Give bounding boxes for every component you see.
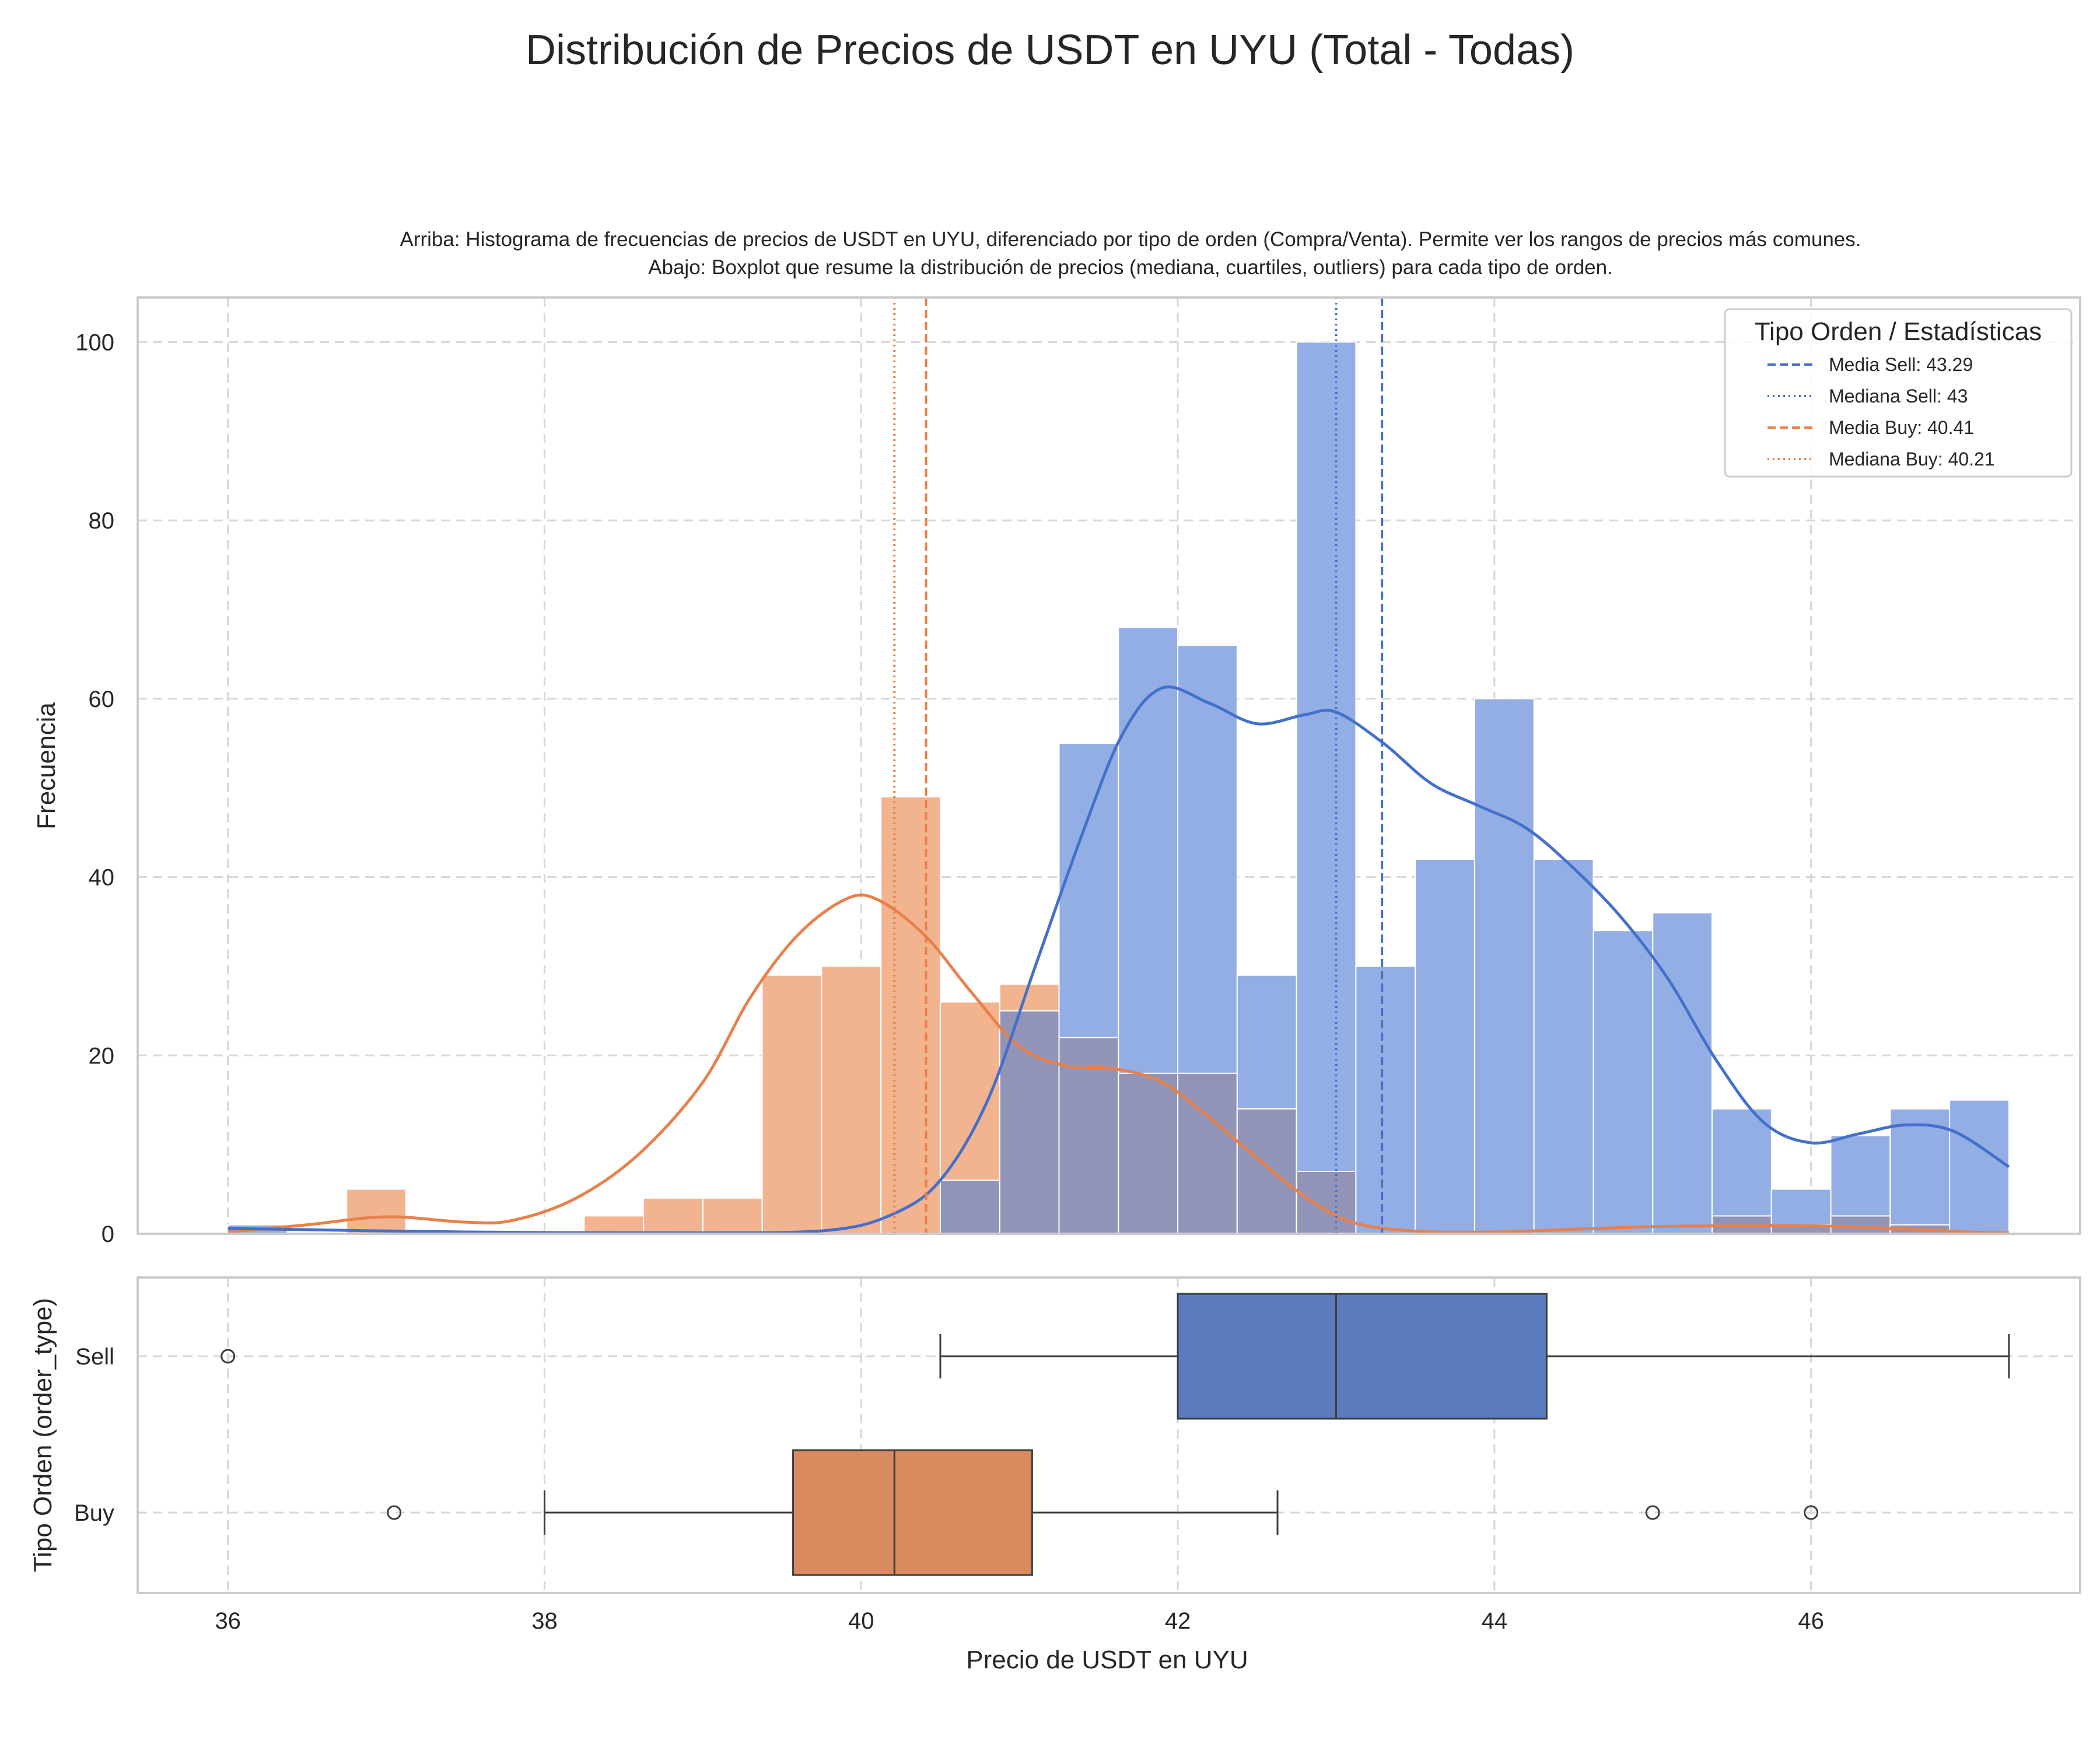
x-tick-label: 42: [1165, 1608, 1191, 1634]
histogram-y-tick-label: 20: [89, 1043, 115, 1069]
histogram-y-tick-label: 0: [102, 1222, 114, 1247]
buy-kde-line: [228, 893, 2009, 1234]
buy-box: [792, 1449, 1033, 1576]
sell-bar: [1474, 698, 1535, 1235]
chart-title: Distribución de Precios de USDT en UYU (…: [526, 27, 1574, 74]
sell-box: [1177, 1293, 1548, 1420]
histogram-y-tick-label: 80: [89, 508, 115, 534]
histogram-y-axis-label: Frecuencia: [32, 702, 61, 830]
buy-bar: [761, 974, 822, 1234]
legend-item-label: Mediana Sell: 43: [1829, 386, 1968, 407]
boxplot-x-ticks: 36 38 40 42 44 46: [215, 1608, 1824, 1634]
buy-outlier: [1804, 1505, 1819, 1520]
sell-bar: [1889, 1108, 1951, 1234]
legend: Tipo Orden / Estadísticas Media Sell: 43…: [1724, 308, 2073, 478]
legend-title: Tipo Orden / Estadísticas: [1755, 317, 2042, 346]
chart-subtitle-line-1: Arriba: Histograma de frecuencias de pre…: [400, 228, 1861, 251]
buy-bar: [583, 1215, 645, 1234]
x-tick-label: 44: [1482, 1608, 1508, 1634]
sell-kde-line: [228, 685, 2010, 1235]
sell-bar: [1712, 1108, 1772, 1234]
x-tick-label: 40: [848, 1608, 874, 1634]
sell-bar: [1415, 859, 1475, 1234]
histogram-frame: [136, 296, 2081, 1235]
buy-bar: [880, 796, 941, 1234]
histogram-kde-lines: [228, 685, 2010, 1235]
overlap-bar: [999, 1010, 1060, 1235]
boxplot-y-axis-label: Tipo Orden (order_type): [29, 1298, 57, 1572]
sell-outlier: [220, 1349, 236, 1364]
buy-outlier: [1645, 1505, 1660, 1520]
buy-bar: [346, 1188, 407, 1234]
boxplot-panel: Sell Buy 36 38 40 42 44 46 Precio de USDT en U…: [29, 1276, 2081, 1674]
x-tick-label: 36: [215, 1608, 241, 1634]
legend-item-label: Media Buy: 40.41: [1829, 417, 1974, 438]
boxplot-category-label: Sell: [75, 1344, 114, 1370]
boxplot-category-labels: Sell Buy: [74, 1344, 114, 1526]
overlap-bar: [939, 1180, 1000, 1235]
boxplot-frame: [136, 1276, 2081, 1594]
legend-box: [1724, 308, 2073, 478]
histogram-y-ticks: 0 20 40 60 80 100: [75, 330, 114, 1247]
sell-bar: [1533, 859, 1594, 1234]
buy-bar: [702, 1197, 763, 1235]
buy-outlier: [387, 1505, 402, 1520]
histogram-reference-lines: [893, 298, 1384, 1234]
legend-item-label: Media Sell: 43.29: [1829, 354, 1973, 375]
overlap-bar: [1236, 1108, 1297, 1234]
histogram-panel: 0 20 40 60 80 100 Frecuencia Tipo Orden / Est…: [32, 296, 2081, 1247]
chart-subtitle-line-2: Abajo: Boxplot que resume la distribució…: [648, 256, 1613, 279]
sell-bar: [1296, 341, 1357, 1234]
boxplot-marks: [220, 1293, 2010, 1576]
histogram-y-tick-label: 100: [75, 330, 114, 355]
boxplot-background: [138, 1278, 2080, 1593]
histogram-y-tick-label: 40: [89, 865, 115, 891]
sell-bar: [1592, 930, 1654, 1235]
overlap-bar: [1296, 1171, 1357, 1234]
legend-items: Media Sell: 43.29 Mediana Sell: 43 Media B…: [1768, 354, 1995, 470]
histogram-y-tick-label: 60: [89, 687, 115, 712]
x-axis-label: Precio de USDT en UYU: [966, 1646, 1248, 1674]
x-tick-label: 38: [531, 1608, 558, 1634]
legend-item-label: Mediana Buy: 40.21: [1829, 449, 1995, 470]
sell-bar: [1949, 1099, 2010, 1234]
overlap-bar: [1830, 1215, 1891, 1234]
sell-bar: [1355, 965, 1416, 1235]
overlap-bar: [1118, 1072, 1179, 1235]
sell-bar: [1652, 912, 1713, 1234]
boxplot-category-label: Buy: [74, 1500, 114, 1526]
buy-bar: [643, 1197, 704, 1235]
buy-bar: [821, 965, 882, 1235]
x-tick-label: 46: [1798, 1608, 1824, 1634]
